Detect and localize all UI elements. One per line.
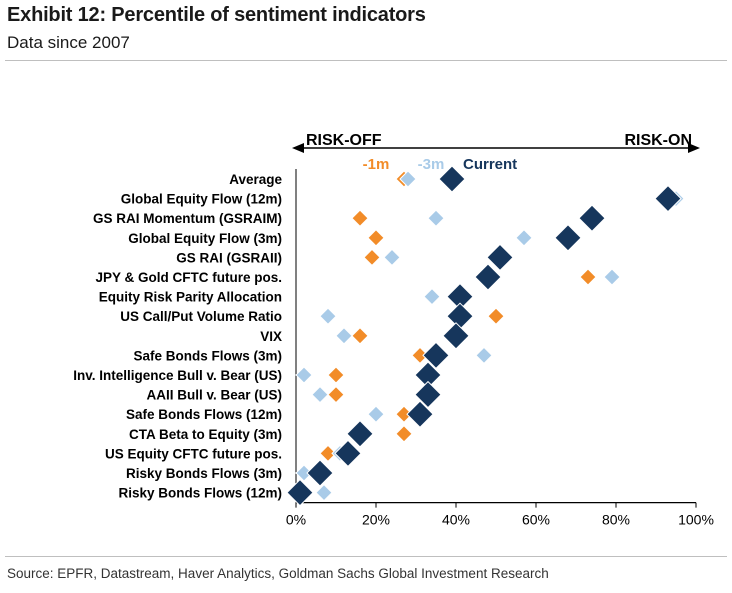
point-current: [334, 439, 362, 468]
point-1m: [327, 366, 345, 384]
point-1m: [351, 327, 369, 345]
bottom-divider: [5, 556, 727, 557]
point-3m: [367, 405, 385, 423]
point-current: [306, 459, 334, 487]
sentiment-chart: RISK-OFF RISK-ON 0% 20% 40% 60% 80% 100% Average…: [73, 132, 714, 528]
category-label: Average: [229, 172, 282, 187]
point-1m: [351, 209, 369, 227]
risk-arrow-right-head: [688, 143, 700, 153]
point-3m: [383, 248, 401, 267]
risk-off-label: RISK-OFF: [306, 132, 382, 149]
category-label: JPY & Gold CFTC future pos.: [95, 270, 282, 285]
point-1m: [395, 425, 413, 443]
category-label: Safe Bonds Flows (12m): [126, 407, 282, 422]
point-3m: [475, 346, 493, 365]
point-current: [446, 302, 474, 330]
point-3m: [515, 229, 533, 247]
category-label: Risky Bonds Flows (3m): [126, 466, 282, 481]
legend-label: Current: [463, 156, 517, 173]
category-label: Equity Risk Parity Allocation: [99, 290, 282, 305]
source-note: Source: EPFR, Datastream, Haver Analytic…: [7, 566, 549, 581]
point-current: [286, 478, 314, 507]
point-1m: [363, 248, 381, 267]
point-current: [406, 400, 434, 428]
point-current: [554, 224, 582, 252]
point-1m: [327, 385, 345, 404]
point-3m: [315, 483, 333, 502]
point-current: [474, 263, 502, 291]
category-label: Global Equity Flow (12m): [121, 192, 282, 207]
risk-on-label: RISK-ON: [624, 132, 692, 149]
point-1m: [487, 307, 505, 325]
point-3m: [335, 327, 353, 345]
legend-label: -3m: [418, 156, 445, 173]
point-1m: [579, 268, 597, 286]
category-label: US Equity CFTC future pos.: [105, 446, 282, 461]
category-label: Global Equity Flow (3m): [128, 231, 282, 246]
category-label: AAII Bull v. Bear (US): [146, 388, 282, 403]
point-1m: [367, 229, 385, 247]
category-label: Risky Bonds Flows (12m): [118, 486, 282, 501]
x-tick-label: 60%: [522, 512, 550, 528]
point-current: [422, 341, 450, 370]
point-3m: [423, 287, 441, 306]
category-label: VIX: [260, 329, 282, 344]
risk-arrow-left-head: [292, 143, 304, 153]
category-label: GS RAI Momentum (GSRAIM): [93, 211, 282, 226]
chart-title: Exhibit 12: Percentile of sentiment indi…: [7, 4, 426, 26]
chart-subtitle: Data since 2007: [7, 33, 130, 52]
point-3m: [427, 209, 445, 227]
category-label: Safe Bonds Flows (3m): [133, 348, 282, 363]
point-3m: [295, 366, 313, 384]
point-3m: [399, 170, 417, 188]
category-label: CTA Beta to Equity (3m): [129, 427, 282, 442]
x-tick-label: 0%: [286, 512, 306, 528]
category-label: US Call/Put Volume Ratio: [120, 309, 282, 324]
point-current: [438, 165, 466, 193]
x-tick-label: 100%: [678, 512, 714, 528]
category-label: GS RAI (GSRAII): [176, 250, 282, 265]
point-1m: [319, 444, 337, 463]
point-3m: [603, 268, 621, 286]
point-3m: [311, 385, 329, 404]
point-current: [486, 243, 514, 272]
point-current: [654, 184, 682, 213]
x-tick-label: 80%: [602, 512, 630, 528]
point-current: [442, 322, 470, 350]
point-3m: [319, 307, 337, 325]
point-current: [578, 204, 606, 232]
top-divider: [5, 60, 727, 61]
x-tick-label: 20%: [362, 512, 390, 528]
category-label: Inv. Intelligence Bull v. Bear (US): [73, 368, 282, 383]
x-tick-label: 40%: [442, 512, 470, 528]
legend-label: -1m: [363, 156, 390, 173]
point-current: [414, 380, 442, 409]
point-current: [346, 420, 374, 448]
